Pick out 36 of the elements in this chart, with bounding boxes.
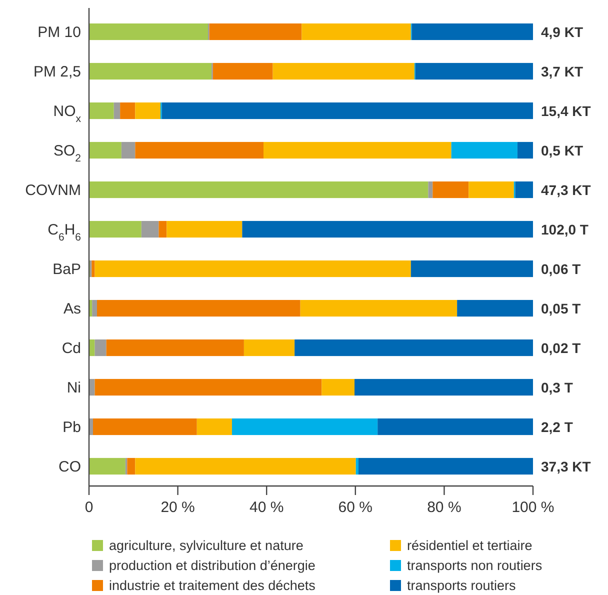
y-tick-label: As: [63, 300, 81, 318]
text: 37,3 KT: [541, 458, 592, 474]
y-tick-label: Ni: [66, 379, 81, 396]
y-tick-label: Cd: [62, 340, 81, 357]
text: 0,5 KT: [541, 142, 584, 158]
text: 0,02 T: [541, 340, 582, 356]
y-tick-label: CO: [58, 458, 81, 476]
text: 15,4 KT: [541, 102, 592, 119]
text: 3,7 KT: [541, 63, 584, 80]
x-tick-label: 40 %: [250, 499, 284, 516]
legend-label: transports routiers: [407, 578, 516, 593]
y-tick-label: PM 10: [38, 24, 81, 41]
legend-label: industrie et traitement des déchets: [109, 578, 316, 593]
legend-label: agriculture, sylviculture et nature: [109, 538, 304, 553]
x-tick-label: 60 %: [338, 499, 372, 516]
y-tick-label: BaP: [52, 260, 81, 278]
text: 2,2 T: [541, 418, 574, 435]
text: 0,05 T: [541, 300, 582, 316]
text: 102,0 T: [541, 221, 589, 238]
text: 0,3 T: [541, 379, 574, 396]
x-tick-label: 20 %: [160, 499, 195, 516]
text: 47,3 KT: [541, 182, 592, 198]
y-tick-label: NO$_{x}$: [53, 102, 82, 125]
y-tick-label: Pb: [62, 418, 81, 436]
text: 0,06 T: [541, 260, 582, 277]
legend-label: transports non routiers: [407, 558, 542, 573]
y-tick-label: SO$_{2}$: [53, 142, 82, 164]
x-tick-label: 80 %: [427, 499, 462, 516]
x-tick-label: 100 %: [512, 499, 554, 516]
legend-label: production et distribution d’énergie: [109, 558, 316, 573]
y-tick-label: PM 2,5: [33, 63, 81, 80]
legend-label: résidentiel et tertiaire: [407, 538, 532, 553]
text: 4,9 KT: [541, 24, 584, 40]
y-tick-label: COVNM: [25, 182, 81, 199]
y-tick-label: C$_{6}$H$_{6}$: [48, 221, 82, 244]
x-tick-label: 0: [84, 499, 94, 516]
